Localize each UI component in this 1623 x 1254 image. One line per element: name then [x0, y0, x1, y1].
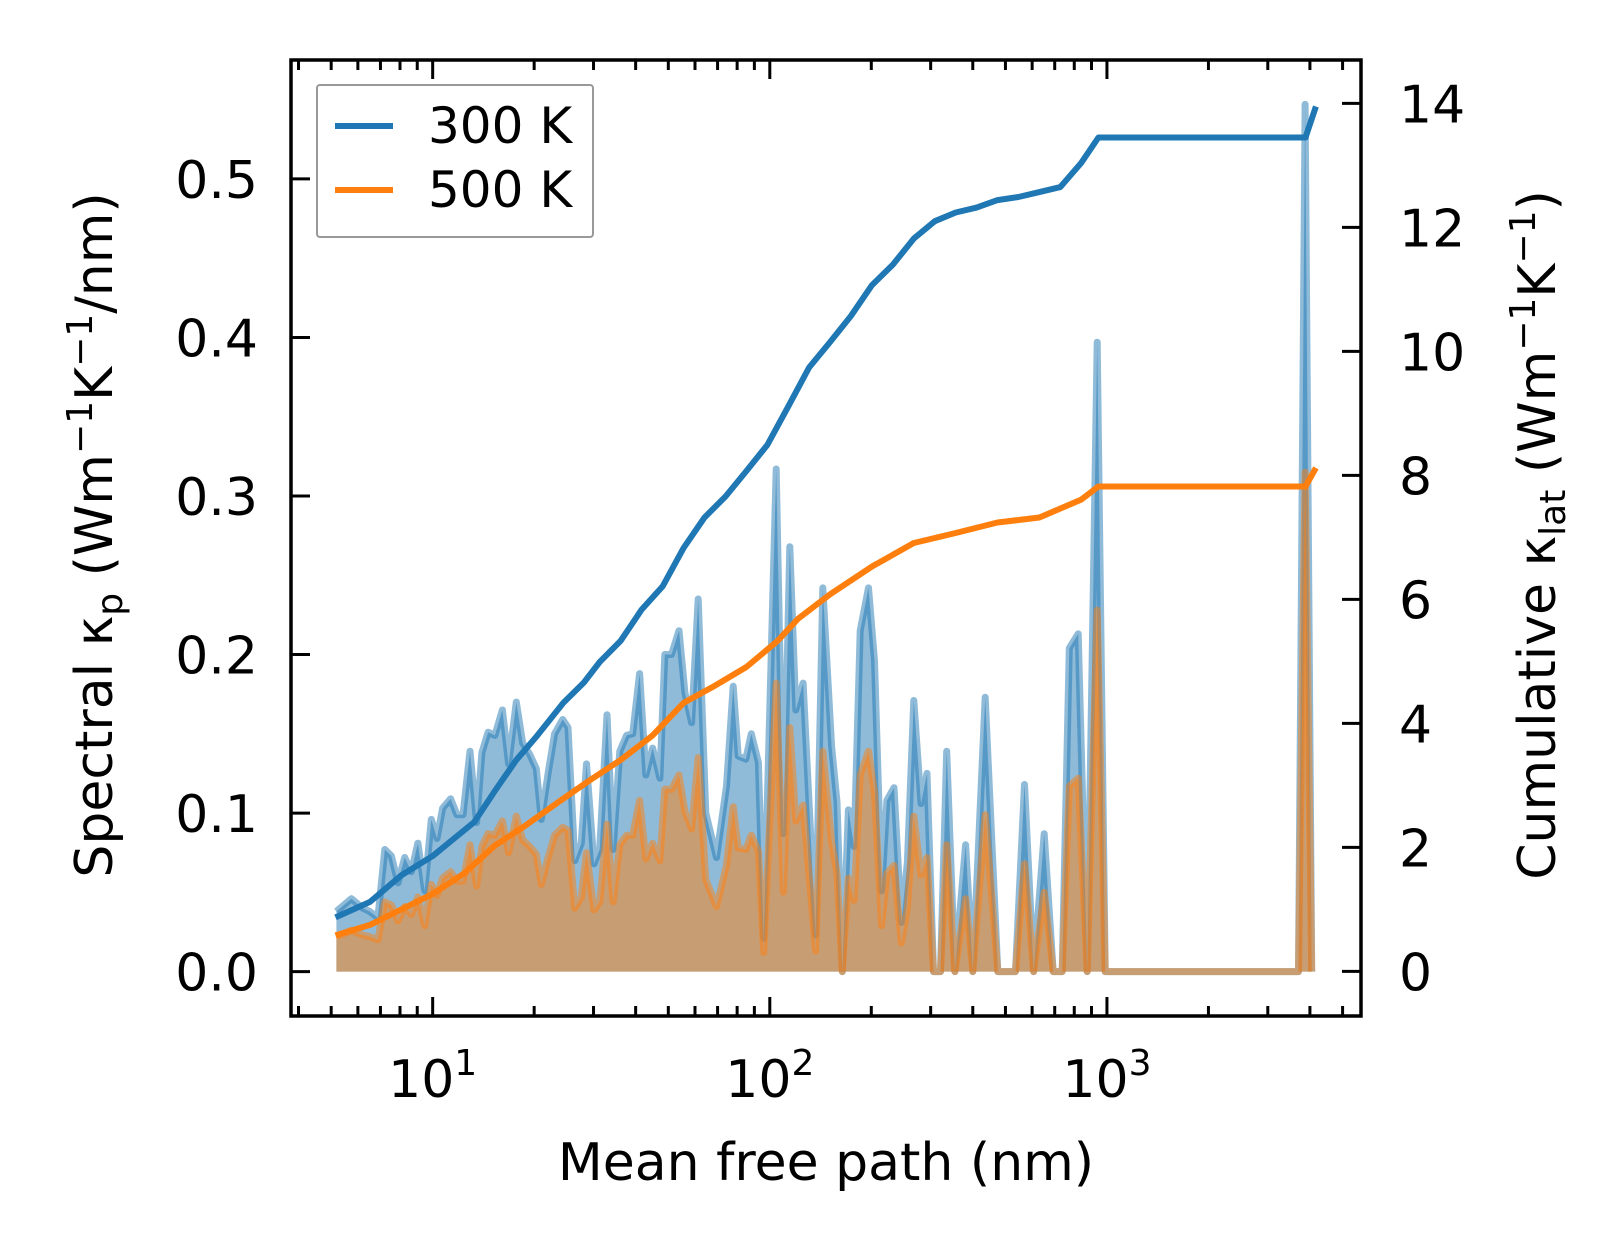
y-left-tick-label: 0.0	[175, 944, 258, 1004]
y-right-tick-label: 12	[1399, 199, 1465, 259]
y-right-tick-label: 0	[1399, 943, 1432, 1003]
x-tick-label: 101	[388, 1043, 477, 1110]
y-right-tick-label: 10	[1399, 323, 1465, 383]
y-left-tick-label: 0.3	[175, 468, 258, 528]
y-right-tick-label: 14	[1399, 75, 1465, 135]
y-right-tick-label: 8	[1399, 447, 1432, 507]
y-right-tick-label: 4	[1399, 695, 1432, 755]
legend-label-500k: 500 K	[428, 161, 573, 219]
y-left-tick-label: 0.5	[175, 151, 258, 211]
plot-area	[334, 100, 1319, 976]
cumulative-line-300k	[334, 105, 1319, 921]
y-left-tick-label: 0.4	[175, 309, 258, 369]
y-right-tick-label: 2	[1399, 819, 1432, 879]
y-axis-label-left: Spectral κp (Wm−1K−1/nm)	[60, 192, 131, 877]
y-right-tick-label: 6	[1399, 571, 1432, 631]
cumulative-line-500k	[334, 466, 1319, 939]
tick-labels: 101 102 103 0.0 0.1 0.2 0.3 0.4 0.5 0 2 4 6 8 10 12 14	[175, 75, 1465, 1110]
legend: 300 K 500 K	[316, 84, 594, 238]
spectral-line-500k	[335, 468, 1316, 976]
legend-label-300k: 300 K	[428, 97, 573, 155]
y-left-tick-label: 0.2	[175, 627, 258, 687]
y-left-tick-label: 0.1	[175, 785, 258, 845]
x-tick-label: 103	[1062, 1043, 1151, 1110]
x-tick-label: 102	[725, 1043, 814, 1110]
y-axis-label-right: Cumulative κlat (Wm−1K−1)	[1503, 190, 1574, 880]
x-axis-label: Mean free path (nm)	[558, 1133, 1094, 1193]
axes-frame	[289, 58, 1363, 1018]
